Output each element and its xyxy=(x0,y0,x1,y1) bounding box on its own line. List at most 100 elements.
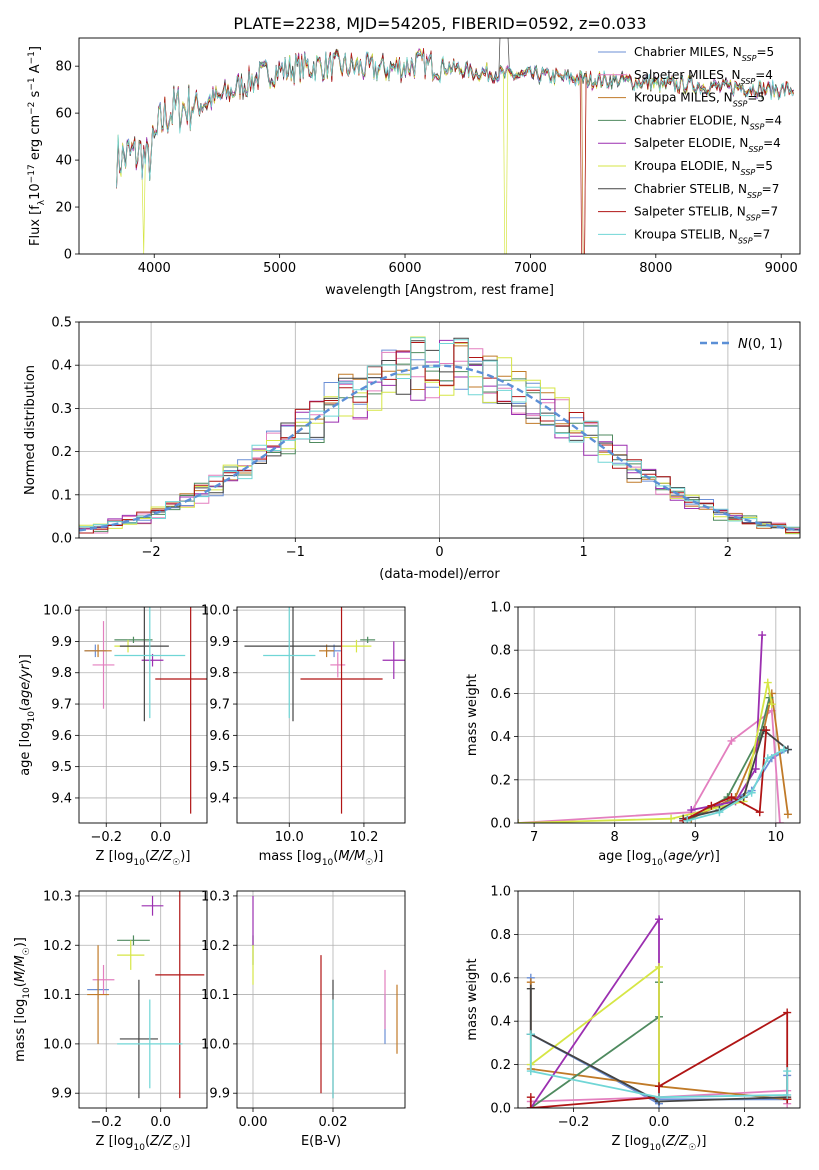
mass-weight-line-4 xyxy=(686,697,771,822)
y-tick-label: 10.3 xyxy=(201,889,230,904)
x-axis-label-text: Z [log10(Z/Z☉)] xyxy=(612,1134,707,1153)
plot-area-residuals xyxy=(79,336,800,538)
y-tick-label: 0.3 xyxy=(51,402,72,417)
data-marker xyxy=(727,793,736,802)
legend-label: Salpeter STELIB, NSSP=7 xyxy=(634,205,778,223)
y-tick-label: 10.0 xyxy=(43,604,72,619)
data-marker xyxy=(763,754,772,763)
y-tick-label: 1.0 xyxy=(490,601,511,616)
data-marker xyxy=(526,1093,535,1102)
plot-area-age-vs-mass xyxy=(244,607,405,814)
x-axis-label: age [log10(age/yr)] xyxy=(598,849,720,868)
data-marker xyxy=(767,700,776,709)
errorbar-point-8 xyxy=(155,891,205,1099)
data-marker xyxy=(763,678,772,687)
x-axis-label-text: wavelength [Angstrom, rest frame] xyxy=(325,283,554,298)
y-tick-label: 0.5 xyxy=(51,316,72,331)
y-tick-label: 40 xyxy=(55,154,72,169)
y-tick-label: 9.5 xyxy=(209,760,230,775)
y-axis-label: mass weight xyxy=(465,958,480,1040)
data-marker xyxy=(655,1082,663,1091)
plot-area-mass-vs-Z xyxy=(87,891,205,1099)
legend-label: Chabrier STELIB, NSSP=7 xyxy=(634,182,779,200)
legend-label: Kroupa ELODIE, NSSP=5 xyxy=(634,159,773,177)
data-marker xyxy=(783,1090,792,1099)
plot-area-massweight-vs-age xyxy=(518,631,792,823)
x-tick-label: −0.2 xyxy=(90,830,122,845)
y-tick-label: 0.4 xyxy=(490,1015,511,1030)
plot-area-mass-vs-ebv xyxy=(252,895,398,1099)
x-tick-label: 4000 xyxy=(138,261,171,276)
errorbar-point-2 xyxy=(330,652,346,678)
y-tick-label: 9.7 xyxy=(209,698,230,713)
y-tick-label: 0.2 xyxy=(490,773,511,788)
data-marker xyxy=(526,984,535,993)
data-marker xyxy=(783,1067,792,1076)
errorbar-point-5 xyxy=(141,895,164,916)
data-marker xyxy=(715,808,724,817)
axes-frame xyxy=(236,890,406,1109)
plot-area-massweight-vs-Z xyxy=(526,915,792,1108)
x-axis-label-text: (data-model)/error xyxy=(379,567,500,582)
errorbar-point-2 xyxy=(92,964,115,995)
y-axis-label: Normed distribution xyxy=(23,365,38,495)
y-tick-label: 10.0 xyxy=(201,604,230,619)
data-marker xyxy=(779,745,788,754)
x-tick-label: 10.0 xyxy=(275,830,304,845)
x-axis-label: E(B-V) xyxy=(301,1134,341,1149)
legend-label: Chabrier ELODIE, NSSP=4 xyxy=(634,113,782,130)
x-axis-label: Z [log10(Z/Z☉)] xyxy=(96,1134,191,1153)
x-tick-label: −2 xyxy=(142,545,161,560)
x-tick-label: 9000 xyxy=(765,261,798,276)
y-tick-label: 0.8 xyxy=(490,928,511,943)
errorbar-point-9 xyxy=(263,607,316,719)
errorbar-point-8 xyxy=(155,607,207,814)
x-tick-label: 0.0 xyxy=(150,830,171,845)
mass-weight-line-7 xyxy=(682,728,789,820)
x-tick-label: 7000 xyxy=(514,261,547,276)
axes-frame xyxy=(517,890,801,1109)
data-marker xyxy=(667,814,676,823)
data-marker xyxy=(747,788,756,797)
x-tick-label: 0.00 xyxy=(239,1115,268,1130)
y-tick-label: 9.4 xyxy=(209,791,230,806)
plot-area-spectrum xyxy=(116,38,795,254)
y-axis-label-text: Flux [fλ10−17 erg cm−2 s−1 A−1] xyxy=(27,46,47,246)
data-marker xyxy=(526,1030,535,1039)
legend-label: Kroupa STELIB, NSSP=7 xyxy=(634,227,770,245)
errorbar-point-7 xyxy=(119,607,169,722)
y-tick-label: 10.2 xyxy=(43,939,72,954)
y-tick-label: 10.2 xyxy=(201,939,230,954)
x-tick-label: 7 xyxy=(530,830,538,845)
x-tick-label: −1 xyxy=(286,545,305,560)
y-tick-label: 9.7 xyxy=(51,698,72,713)
y-tick-label: 0.2 xyxy=(51,445,72,460)
y-tick-label: 9.9 xyxy=(51,1087,72,1102)
y-tick-label: 0.8 xyxy=(490,644,511,659)
x-tick-label: 9 xyxy=(691,830,699,845)
x-tick-label: 1 xyxy=(580,545,588,560)
y-tick-label: 80 xyxy=(55,60,72,75)
data-marker xyxy=(707,801,716,810)
data-marker xyxy=(783,810,792,819)
legend-label: Salpeter MILES, NSSP=4 xyxy=(634,68,773,86)
y-tick-label: 9.9 xyxy=(209,1087,230,1102)
data-marker xyxy=(655,915,663,924)
errorbar-point-9 xyxy=(117,999,183,1089)
x-tick-label: 10.2 xyxy=(349,830,378,845)
y-tick-label: 9.6 xyxy=(209,729,230,744)
x-tick-label: 0.02 xyxy=(319,1115,348,1130)
legend-label: Salpeter ELODIE, NSSP=4 xyxy=(634,136,781,154)
y-axis-label: age [log10(age/yr)] xyxy=(18,654,37,776)
axes-frame xyxy=(78,37,801,255)
x-axis-label: mass [log10(M/M☉)] xyxy=(259,849,384,868)
y-tick-label: 20 xyxy=(55,201,72,216)
data-marker xyxy=(758,631,767,640)
y-tick-label: 10.0 xyxy=(43,1037,72,1052)
x-axis-label: Z [log10(Z/Z☉)] xyxy=(96,849,191,868)
x-axis-label-text: E(B-V) xyxy=(301,1134,341,1149)
y-axis-label-text: Normed distribution xyxy=(23,365,38,495)
errorbar-point-4 xyxy=(117,935,150,946)
mass-weight-line-5 xyxy=(691,635,763,811)
y-axis-label: Flux [fλ10−17 erg cm−2 s−1 A−1] xyxy=(27,46,47,246)
